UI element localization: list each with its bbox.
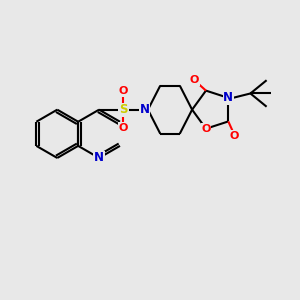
Text: O: O (118, 123, 128, 133)
Text: O: O (201, 124, 211, 134)
Text: O: O (230, 131, 239, 141)
Text: O: O (118, 86, 128, 96)
Text: N: N (94, 152, 104, 164)
Text: N: N (140, 103, 149, 116)
Text: O: O (190, 75, 199, 85)
Text: S: S (119, 103, 128, 116)
Text: N: N (223, 92, 233, 104)
